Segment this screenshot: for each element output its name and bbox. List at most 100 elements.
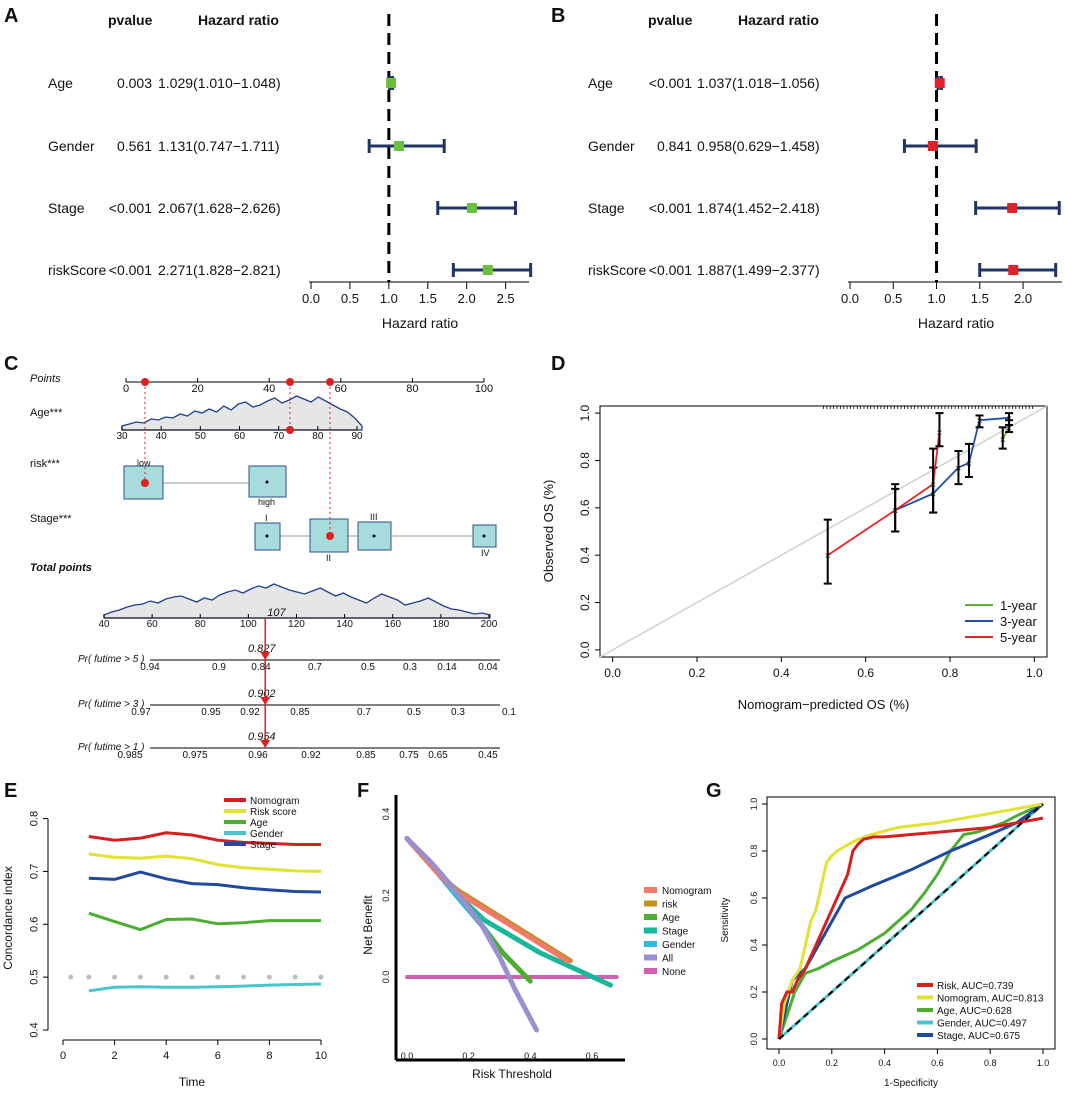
calibration-point: × bbox=[977, 416, 983, 427]
probability-label: Pr( futime > 1 ) bbox=[78, 742, 144, 753]
calibration-point: × bbox=[966, 459, 972, 470]
x-tick-label: 0.0 bbox=[604, 666, 621, 680]
x-tick-label: 0.4 bbox=[524, 1051, 537, 1061]
legend-label: Nomogram, AUC=0.813 bbox=[937, 994, 1044, 1005]
probability-tick-label: 0.5 bbox=[361, 662, 375, 673]
x-tick-label: 8 bbox=[266, 1050, 272, 1062]
net-benefit-line bbox=[404, 836, 613, 988]
hazard-point bbox=[927, 141, 938, 151]
row-pvalue: <0.001 bbox=[649, 262, 692, 278]
nomogram-marker-dot bbox=[326, 378, 334, 386]
total-points-label: Total points bbox=[30, 562, 92, 574]
panel-letter-a: A bbox=[4, 5, 18, 27]
y-tick-label: 0.2 bbox=[749, 986, 759, 999]
probability-tick-label: 0.97 bbox=[131, 707, 151, 718]
probability-tick-label: 0.7 bbox=[308, 662, 322, 673]
probability-tick-label: 0.95 bbox=[201, 707, 221, 718]
x-tick-label: 0.0 bbox=[841, 291, 859, 306]
age-label: Age*** bbox=[30, 407, 63, 419]
nomogram-marker-dot bbox=[286, 378, 294, 386]
legend-label: None bbox=[662, 967, 686, 978]
x-tick-label: 0.6 bbox=[931, 1058, 944, 1068]
hazard-point bbox=[394, 141, 405, 151]
panel-letter-c: C bbox=[4, 353, 18, 375]
x-tick-label: 2 bbox=[112, 1050, 118, 1062]
x-tick-label: 0.0 bbox=[302, 291, 320, 306]
row-label: Stage bbox=[48, 200, 85, 216]
y-tick-label: 0.0 bbox=[381, 971, 391, 984]
panel-a-forest-plot: pvalue Hazard ratio Age 0.003 1.029(1.010−1.… bbox=[48, 12, 533, 331]
reference-dot bbox=[68, 974, 74, 980]
row-label: riskScore bbox=[48, 262, 107, 278]
stage-i-dot bbox=[265, 534, 269, 538]
net-benefit-line bbox=[404, 836, 539, 1033]
panel-letter-g: G bbox=[706, 780, 722, 802]
x-tick-label: 4 bbox=[163, 1050, 169, 1062]
x-tick-label: 0.8 bbox=[942, 666, 959, 680]
probability-tick-label: 0.75 bbox=[399, 750, 419, 761]
points-tick-label: 100 bbox=[475, 383, 493, 395]
legend-swatch bbox=[644, 900, 657, 907]
calibration-point: × bbox=[1006, 414, 1012, 425]
legend-swatch bbox=[644, 887, 657, 893]
legend-swatch bbox=[644, 941, 657, 947]
concordance-line bbox=[88, 852, 322, 873]
y-tick-label: 0.4 bbox=[381, 808, 391, 821]
y-tick-label: 0.2 bbox=[381, 889, 391, 902]
row-label: Gender bbox=[588, 138, 635, 154]
x-tick-label: 1.0 bbox=[1037, 1058, 1050, 1068]
row-hazard-ratio: 1.887(1.499−2.377) bbox=[697, 262, 820, 278]
probability-arrow bbox=[260, 652, 271, 660]
row-pvalue: <0.001 bbox=[649, 75, 692, 91]
y-axis-label: Net Benefit bbox=[361, 895, 375, 955]
x-tick-label: 0.4 bbox=[773, 666, 790, 680]
calibration-point: × bbox=[892, 506, 898, 517]
legend-swatch bbox=[644, 914, 657, 920]
legend-label: Risk, AUC=0.739 bbox=[937, 981, 1014, 992]
chance-diagonal bbox=[778, 803, 1044, 1040]
reference-dot bbox=[86, 974, 92, 980]
x-tick-label: 0.2 bbox=[689, 666, 706, 680]
row-label: Age bbox=[588, 75, 613, 91]
x-tick-label: 1.0 bbox=[380, 291, 398, 306]
row-hazard-ratio: 1.037(1.018−1.056) bbox=[697, 75, 820, 91]
x-tick-label: 0.0 bbox=[401, 1051, 414, 1061]
pvalue-header: pvalue bbox=[648, 12, 693, 28]
calibration-line bbox=[894, 416, 1010, 512]
legend-label: Age, AUC=0.628 bbox=[937, 1006, 1012, 1017]
calibration-point: × bbox=[937, 428, 943, 439]
row-pvalue: <0.001 bbox=[649, 200, 692, 216]
x-tick-label: 0.5 bbox=[341, 291, 359, 306]
y-axis-label: Sensitivity bbox=[720, 897, 731, 942]
probability-tick-label: 0.7 bbox=[357, 707, 371, 718]
x-axis-label: Hazard ratio bbox=[382, 315, 458, 331]
legend-label: Gender bbox=[250, 829, 284, 840]
hazard-point bbox=[1008, 265, 1019, 275]
total-points-tick-label: 40 bbox=[98, 619, 110, 630]
x-tick-label: 0.0 bbox=[773, 1058, 786, 1068]
reference-dot bbox=[112, 974, 118, 980]
calibration-point: × bbox=[1006, 423, 1012, 434]
legend-label: 3-year bbox=[1000, 614, 1038, 629]
legend-label: Gender, AUC=0.497 bbox=[937, 1019, 1027, 1030]
row-pvalue: 0.003 bbox=[117, 75, 152, 91]
probability-tick-label: 0.3 bbox=[451, 707, 465, 718]
hazard-point bbox=[934, 78, 945, 88]
nomogram-marker-dot bbox=[326, 532, 334, 540]
ideal-diagonal bbox=[599, 405, 1048, 658]
calibration-point: × bbox=[930, 480, 936, 491]
probability-tick-label: 0.45 bbox=[478, 750, 498, 761]
row-label: Gender bbox=[48, 138, 95, 154]
x-tick-label: 0.2 bbox=[462, 1051, 475, 1061]
panel-letter-d: D bbox=[551, 353, 565, 375]
reference-dot bbox=[163, 974, 169, 980]
probability-arrow bbox=[260, 697, 271, 705]
probability-tick-label: 0.9 bbox=[212, 662, 226, 673]
y-tick-label: 0.4 bbox=[578, 547, 592, 564]
x-tick-label: 0.4 bbox=[878, 1058, 891, 1068]
probability-tick-label: 0.04 bbox=[478, 662, 498, 673]
panel-d-calibration-plot: 0.0 0.2 0.4 0.6 0.8 1.0 0.0 0.2 0.4 0.6 0.8 1.0 Nomo… bbox=[541, 404, 1048, 712]
probability-tick-label: 0.94 bbox=[140, 662, 160, 673]
reference-dot bbox=[241, 974, 247, 980]
panel-c-nomogram: Points 0 20 40 60 80 100 Age*** 30 40 50 60 70 80 90 ri… bbox=[30, 373, 516, 761]
